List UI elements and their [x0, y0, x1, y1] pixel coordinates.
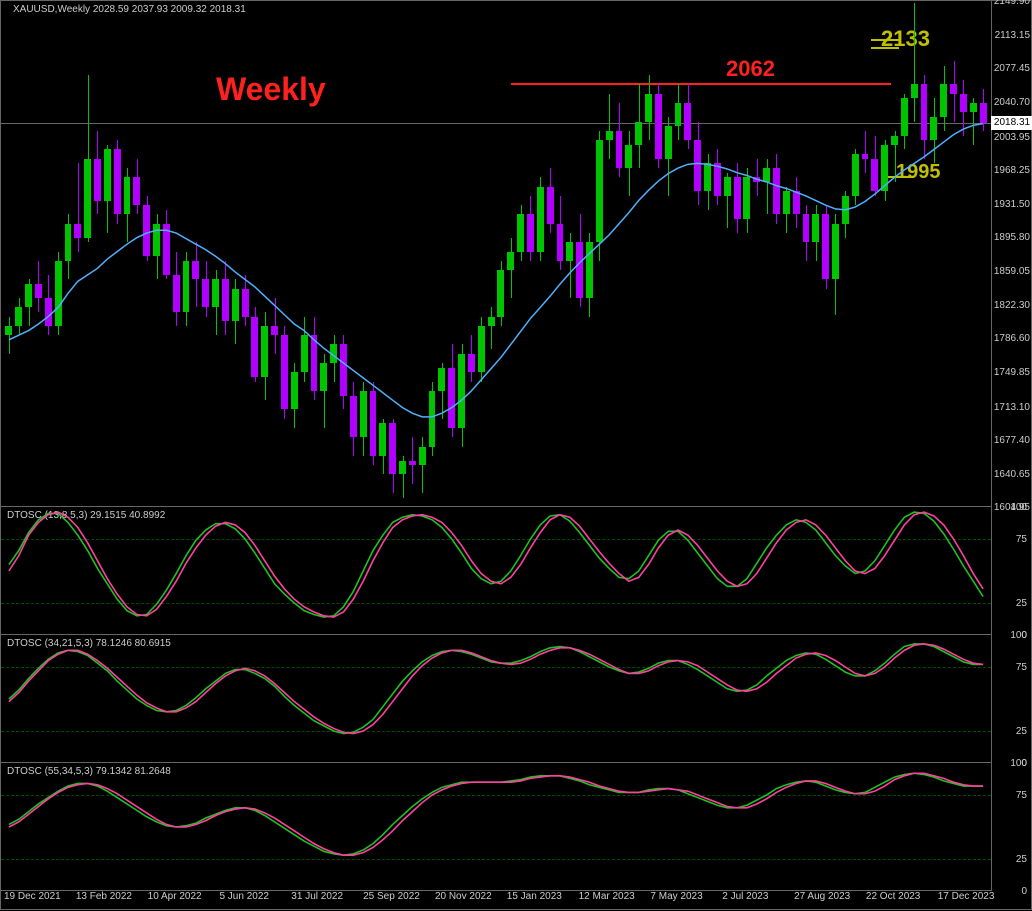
price-axis: 2149.902113.152077.452040.702003.951968.… [991, 1, 1032, 507]
dtosc-3-label: DTOSC (55,34,5,3) 79.1342 81.2648 [7, 766, 171, 777]
annotation-1995: 1995 [896, 161, 941, 184]
dtosc-panel-3[interactable]: DTOSC (55,34,5,3) 79.1342 81.2648 [1, 763, 991, 891]
annotation-weekly: Weekly [216, 71, 326, 108]
symbol-title: XAUUSD,Weekly 2028.59 2037.93 2009.32 20… [13, 4, 246, 15]
dtosc-panel-1[interactable]: DTOSC (13,8,5,3) 29.1515 40.8992 [1, 507, 991, 635]
dtosc-panel-2[interactable]: DTOSC (34,21,5,3) 78.1246 80.6915 [1, 635, 991, 763]
annotation-2062: 2062 [726, 56, 775, 82]
price-chart[interactable]: XAUUSD,Weekly 2028.59 2037.93 2009.32 20… [1, 1, 991, 507]
time-axis: 19 Dec 202113 Feb 202210 Apr 20225 Jun 2… [1, 891, 991, 911]
dtosc-1-axis: 02575100 [991, 507, 1032, 635]
dtosc-3-axis: 02575100 [991, 763, 1032, 891]
dtosc-2-axis: 02575100 [991, 635, 1032, 763]
dtosc-1-label: DTOSC (13,8,5,3) 29.1515 40.8992 [7, 510, 165, 521]
dtosc-2-label: DTOSC (34,21,5,3) 78.1246 80.6915 [7, 638, 171, 649]
last-price-tag: 2018.31 [991, 116, 1032, 130]
